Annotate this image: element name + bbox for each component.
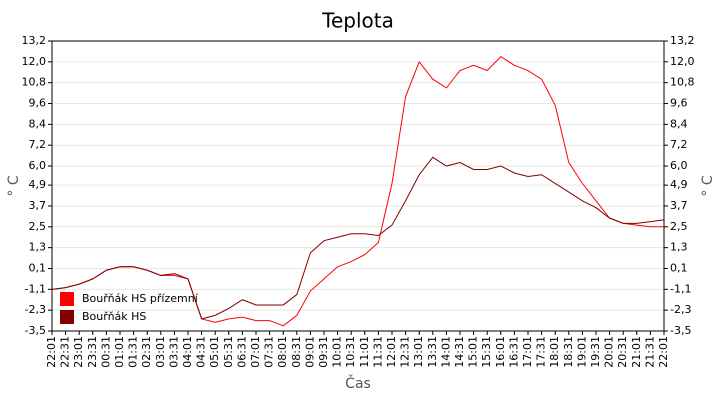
x-tick-label: 08:31 (290, 336, 303, 368)
y2-tick-label: 12,0 (670, 55, 695, 68)
chart-title: Teplota (321, 9, 394, 33)
x-tick-label: 23:01 (72, 336, 85, 368)
x-tick-label: 09:31 (317, 336, 330, 368)
y-tick-label: 12,0 (22, 55, 47, 68)
y2-tick-label: 0,1 (670, 261, 688, 274)
x-tick-label: 01:01 (113, 336, 126, 368)
y-tick-label: 1,3 (29, 241, 47, 254)
y-tick-label: 3,7 (29, 199, 47, 212)
x-tick-label: 21:01 (630, 336, 643, 368)
x-tick-label: 05:31 (222, 336, 235, 368)
x-tick-label: 01:31 (127, 336, 140, 368)
series-line (51, 156, 665, 320)
x-tick-label: 17:31 (535, 336, 548, 368)
x-tick-label: 23:31 (86, 336, 99, 368)
y2-tick-label: -2,3 (670, 303, 691, 316)
x-tick-label: 20:01 (603, 336, 616, 368)
y2-tick-label: 2,5 (670, 220, 688, 233)
y-tick-label: 8,4 (29, 117, 47, 130)
y2-tick-label: 13,2 (670, 34, 695, 47)
y2-tick-label: 7,2 (670, 138, 688, 151)
x-tick-label: 16:31 (507, 336, 520, 368)
x-tick-label: 07:31 (263, 336, 276, 368)
y-tick-label: -2,3 (25, 303, 46, 316)
x-tick-label: 21:31 (643, 336, 656, 368)
x-tick-label: 16:01 (494, 336, 507, 368)
y2-tick-label: -1,1 (670, 282, 691, 295)
x-tick-label: 04:01 (181, 336, 194, 368)
y2-axis-label: ° C (700, 175, 716, 196)
x-tick-label: 17:01 (521, 336, 534, 368)
x-tick-label: 09:01 (303, 336, 316, 368)
y-tick-label: -1,1 (25, 282, 46, 295)
y-tick-label: 9,6 (29, 97, 47, 110)
x-tick-label: 06:31 (235, 336, 248, 368)
x-tick-label: 15:31 (480, 336, 493, 368)
x-tick-label: 13:31 (426, 336, 439, 368)
legend-swatch (60, 310, 74, 324)
x-tick-label: 02:31 (140, 336, 153, 368)
x-tick-label: 12:01 (385, 336, 398, 368)
y2-tick-label: 1,3 (670, 241, 688, 254)
legend-swatch (60, 292, 74, 306)
y-tick-label: 2,5 (29, 220, 47, 233)
x-tick-label: 18:01 (548, 336, 561, 368)
x-tick-label: 14:31 (453, 336, 466, 368)
y-tick-label: 13,2 (22, 34, 47, 47)
y-tick-label: 10,8 (22, 76, 47, 89)
y2-tick-label: 4,9 (670, 178, 688, 191)
x-tick-label: 00:31 (99, 336, 112, 368)
legend-label: Bouřňák HS (82, 310, 146, 323)
x-tick-label: 14:01 (439, 336, 452, 368)
y-tick-label: 6,0 (29, 159, 47, 172)
legend-label: Bouřňák HS přízemní (82, 292, 199, 305)
x-tick-label: 07:01 (249, 336, 262, 368)
y-tick-label: 7,2 (29, 138, 47, 151)
y2-tick-label: 6,0 (670, 159, 688, 172)
x-tick-label: 03:01 (154, 336, 167, 368)
x-axis-label: Čas (345, 374, 371, 392)
x-tick-label: 10:31 (344, 336, 357, 368)
y-tick-label: 4,9 (29, 178, 47, 191)
x-tick-label: 03:31 (167, 336, 180, 368)
y2-tick-label: -3,5 (670, 324, 691, 337)
x-tick-label: 08:01 (276, 336, 289, 368)
x-tick-label: 20:31 (616, 336, 629, 368)
y-axis-label: ° C (6, 175, 22, 196)
y-tick-label: -3,5 (25, 324, 46, 337)
x-tick-label: 22:01 (657, 336, 670, 368)
x-tick-label: 15:01 (467, 336, 480, 368)
x-tick-label: 19:31 (589, 336, 602, 368)
x-tick-label: 10:01 (331, 336, 344, 368)
y2-tick-label: 9,6 (670, 97, 688, 110)
x-tick-label: 12:31 (399, 336, 412, 368)
x-tick-label: 04:31 (195, 336, 208, 368)
x-tick-label: 13:01 (412, 336, 425, 368)
plot-frame (51, 40, 665, 332)
y2-tick-label: 3,7 (670, 199, 688, 212)
y2-tick-label: 10,8 (670, 76, 695, 89)
x-tick-label: 11:01 (358, 336, 371, 368)
y-tick-label: 0,1 (29, 261, 47, 274)
x-tick-label: 19:01 (575, 336, 588, 368)
x-tick-label: 22:01 (45, 336, 58, 368)
x-tick-label: 05:01 (208, 336, 221, 368)
y2-tick-label: 8,4 (670, 117, 688, 130)
x-tick-label: 18:31 (562, 336, 575, 368)
x-tick-label: 22:31 (59, 336, 72, 368)
x-tick-label: 11:31 (371, 336, 384, 368)
